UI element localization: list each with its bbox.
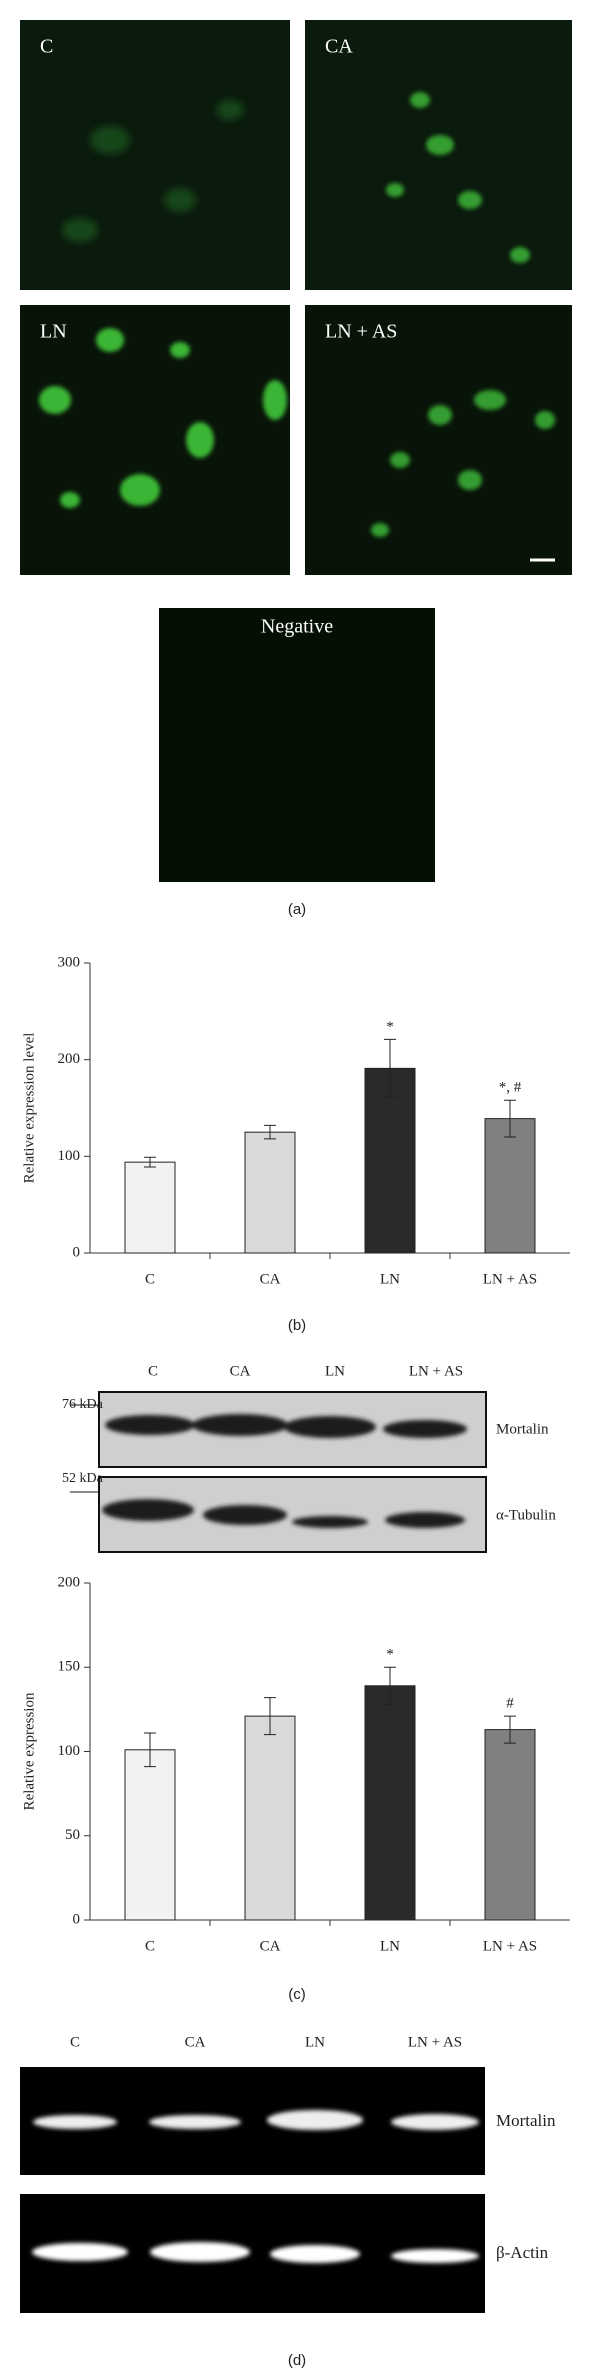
- lane-label: LN + AS: [409, 1363, 463, 1379]
- bar: [364, 1067, 416, 1254]
- bar: [364, 1685, 416, 1921]
- micrograph-label: CA: [325, 36, 353, 58]
- bar: [244, 1715, 296, 1921]
- micrograph-ln-as: [305, 305, 572, 575]
- panel-label: (a): [288, 901, 306, 918]
- micrograph-label: LN: [40, 321, 67, 343]
- bar: [124, 1749, 176, 1921]
- lane-label: CA: [230, 1363, 251, 1379]
- x-tick-label: C: [145, 1271, 155, 1287]
- error-bar: [264, 1697, 276, 1736]
- error-bar: [504, 1099, 516, 1138]
- lane-label: C: [70, 2034, 80, 2050]
- y-tick-label: 150: [58, 1659, 81, 1675]
- panel-label: (c): [288, 1986, 306, 2003]
- error-bar: [144, 1156, 156, 1168]
- x-tick-label: LN + AS: [483, 1271, 537, 1287]
- band-label: α-Tubulin: [496, 1507, 556, 1523]
- gel: [20, 2067, 485, 2313]
- micrograph-ca: [305, 20, 572, 290]
- x-tick-label: LN: [380, 1271, 400, 1287]
- western-blot: [70, 1391, 487, 1553]
- x-tick-label: C: [145, 1938, 155, 1954]
- micrograph-label: Negative: [261, 616, 333, 638]
- micrograph-ln: [20, 305, 290, 575]
- bar: [244, 1131, 296, 1254]
- bar: [124, 1161, 176, 1254]
- error-bar: [264, 1124, 276, 1140]
- y-tick-label: 300: [58, 954, 81, 970]
- annotation: *, #: [499, 1080, 522, 1096]
- y-tick-label: 100: [58, 1148, 81, 1164]
- y-axis-label: Relative expression: [21, 1692, 37, 1810]
- y-axis-label: Relative expression level: [21, 1033, 37, 1184]
- bar: [484, 1729, 536, 1921]
- micrograph-c: [20, 20, 290, 290]
- annotation: #: [506, 1696, 514, 1712]
- band-label: β-Actin: [496, 2243, 549, 2262]
- lane-label: LN: [305, 2034, 325, 2050]
- marker-label: 52 kDa: [62, 1471, 104, 1486]
- x-tick-label: CA: [260, 1938, 281, 1954]
- marker-label: 76 kDa: [62, 1397, 104, 1412]
- y-tick-label: 0: [73, 1244, 81, 1260]
- annotation: *: [386, 1019, 394, 1035]
- x-tick-label: CA: [260, 1271, 281, 1287]
- lane-label: C: [148, 1363, 158, 1379]
- bar: [484, 1118, 536, 1254]
- x-tick-label: LN: [380, 1938, 400, 1954]
- annotation: *: [386, 1647, 394, 1663]
- y-tick-label: 100: [58, 1743, 81, 1759]
- lane-label: LN: [325, 1363, 345, 1379]
- band-label: Mortalin: [496, 2111, 556, 2130]
- y-tick-label: 200: [58, 1574, 81, 1590]
- micrograph-label: LN + AS: [325, 321, 397, 343]
- error-bar: [144, 1732, 156, 1768]
- y-tick-label: 50: [65, 1827, 80, 1843]
- band-label: Mortalin: [496, 1421, 549, 1437]
- micrograph-negative: [159, 608, 435, 882]
- error-bar: [384, 1038, 396, 1098]
- panel-label: (b): [288, 1317, 306, 1334]
- micrograph-label: C: [40, 36, 53, 58]
- panel-label: (d): [288, 2352, 306, 2369]
- lane-label: CA: [185, 2034, 206, 2050]
- y-tick-label: 0: [73, 1911, 81, 1927]
- lane-label: LN + AS: [408, 2034, 462, 2050]
- y-tick-label: 200: [58, 1051, 81, 1067]
- error-bar: [384, 1666, 396, 1705]
- error-bar: [504, 1715, 516, 1744]
- x-tick-label: LN + AS: [483, 1938, 537, 1954]
